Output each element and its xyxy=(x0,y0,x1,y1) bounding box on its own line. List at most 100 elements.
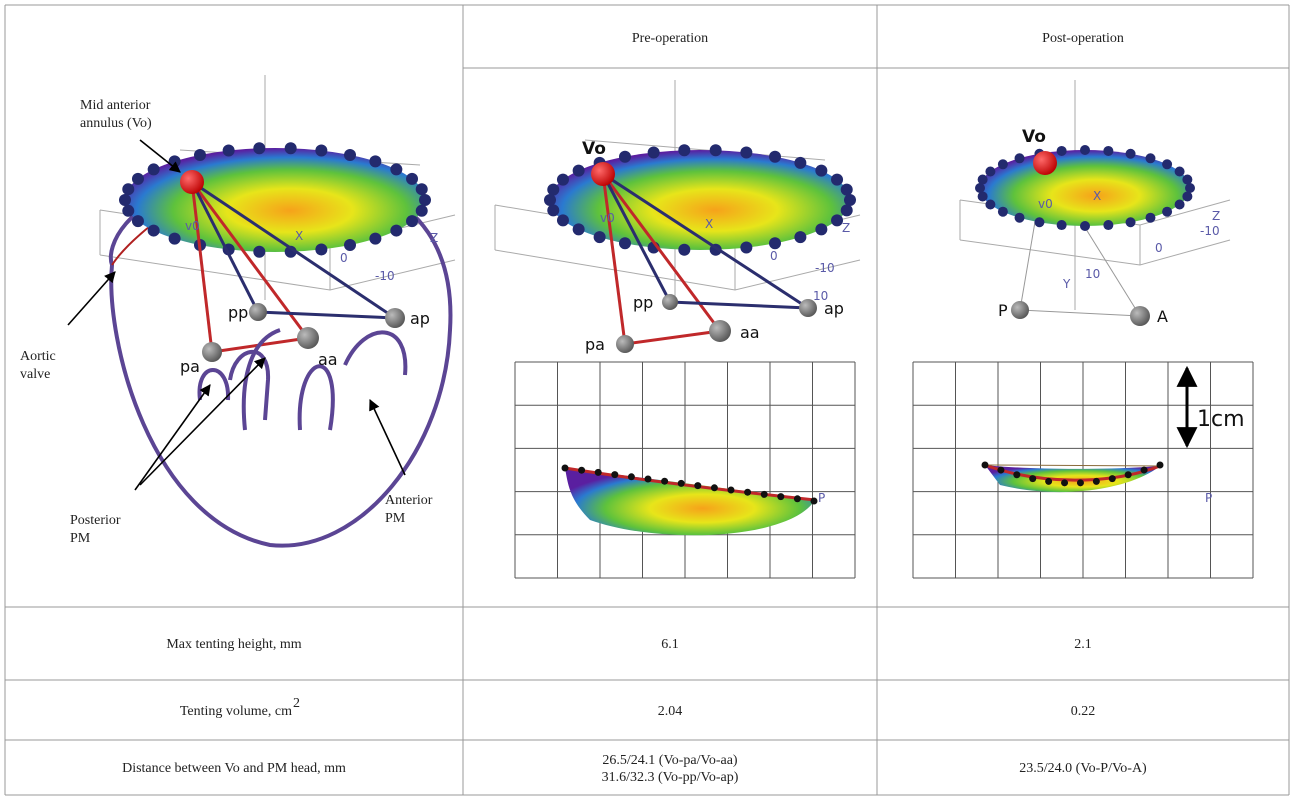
annulus-point xyxy=(1034,217,1044,227)
annulus-point xyxy=(369,233,381,245)
point-label: aa xyxy=(740,323,760,342)
annulus-point xyxy=(1126,217,1136,227)
annulus-point xyxy=(794,157,806,169)
annulus-point xyxy=(710,144,722,156)
annulus-point xyxy=(841,184,853,196)
annulus-point xyxy=(1103,220,1113,230)
axis-label: Y xyxy=(1062,277,1071,291)
point-label: P xyxy=(998,301,1008,320)
annulus-point xyxy=(573,223,585,235)
annulus-point xyxy=(740,146,752,158)
page: Pre-operation Post-operation Max tenting… xyxy=(0,0,1290,800)
post-render: Vo P A v0 X Y Z 0 -10 10 P 1cm xyxy=(913,80,1253,578)
axis-label: X xyxy=(705,217,713,231)
row-label: Max tenting height, mm xyxy=(166,637,301,652)
axis-label: -10 xyxy=(1200,224,1220,238)
axis-label: v0 xyxy=(185,219,200,233)
annulus-point xyxy=(148,225,160,237)
annulus-point xyxy=(1185,183,1195,193)
point-label: pa xyxy=(585,335,605,354)
point-label: ap xyxy=(410,309,430,328)
annulus-point xyxy=(315,243,327,255)
label: Posterior xyxy=(70,513,121,528)
annulus-point xyxy=(1080,145,1090,155)
axis-label: P xyxy=(818,491,825,505)
table-lines xyxy=(5,5,1289,795)
annulus-point xyxy=(611,471,618,478)
axis-label: X xyxy=(1093,189,1101,203)
annulus-point xyxy=(547,184,559,196)
annulus-point xyxy=(1045,478,1052,485)
diagram: Mid anterior annulus (Vo) Aortic valve P… xyxy=(20,75,455,546)
axis-label: v0 xyxy=(1038,197,1053,211)
annulus-point xyxy=(1103,146,1113,156)
label: valve xyxy=(20,367,50,382)
axis-label: 0 xyxy=(770,249,778,263)
annulus-point xyxy=(194,149,206,161)
annulus-point xyxy=(978,175,988,185)
annulus-point xyxy=(406,215,418,227)
axis-label: Z xyxy=(1212,209,1220,223)
annulus-point xyxy=(578,467,585,474)
annulus-point xyxy=(573,165,585,177)
axis-label: Z xyxy=(430,231,438,245)
axis-label: -10 xyxy=(815,261,835,275)
annulus-point xyxy=(148,163,160,175)
annulus-point xyxy=(406,173,418,185)
pre-render: Vo pp ap pa aa v0 X Z 0 -10 10 P xyxy=(495,80,860,578)
superscript: 2 xyxy=(293,696,300,711)
annulus-point xyxy=(1141,467,1148,474)
annulus-point xyxy=(645,476,652,483)
annulus-point xyxy=(998,207,1008,217)
annulus-point xyxy=(1057,146,1067,156)
annulus-point xyxy=(619,151,631,163)
point-label: pp xyxy=(633,293,653,312)
annulus-point xyxy=(1015,153,1025,163)
axis-label: 10 xyxy=(1085,267,1100,281)
annulus-point xyxy=(1162,159,1172,169)
annulus-point xyxy=(223,145,235,157)
annulus-point xyxy=(628,473,635,480)
annulus-point xyxy=(544,194,556,206)
cell: 6.1 xyxy=(661,637,679,652)
point-label: pp xyxy=(228,303,248,322)
annulus-point xyxy=(369,155,381,167)
annulus-point xyxy=(1080,221,1090,231)
axis-label: 10 xyxy=(813,289,828,303)
annulus-point xyxy=(678,144,690,156)
annulus-point xyxy=(740,242,752,254)
label: Anterior xyxy=(385,493,433,508)
annulus-point xyxy=(794,231,806,243)
annulus-point xyxy=(1077,479,1084,486)
annulus-point xyxy=(1109,475,1116,482)
annulus-point xyxy=(841,204,853,216)
annulus-point xyxy=(831,174,843,186)
cell: 2.1 xyxy=(1074,637,1092,652)
row-label: Tenting volume, cm xyxy=(180,704,292,719)
annulus-point xyxy=(562,465,569,472)
annulus-point xyxy=(985,199,995,209)
label: annulus (Vo) xyxy=(80,116,152,131)
axis-label: P xyxy=(1205,491,1212,505)
row-label: Distance between Vo and PM head, mm xyxy=(122,761,346,776)
axis-label: Z xyxy=(842,221,850,235)
annulus-point xyxy=(769,237,781,249)
cell: 31.6/32.3 (Vo-pp/Vo-ap) xyxy=(602,770,739,785)
axis-label: 0 xyxy=(340,251,348,265)
annulus-point xyxy=(761,491,768,498)
point-label: Vo xyxy=(1022,127,1046,147)
annulus-point xyxy=(978,191,988,201)
annulus-point xyxy=(1029,475,1036,482)
annulus-point xyxy=(815,165,827,177)
header-pre: Pre-operation xyxy=(632,31,708,46)
annulus-point xyxy=(1061,479,1068,486)
annulus-point xyxy=(1126,149,1136,159)
annulus-point xyxy=(982,462,989,469)
annulus-point xyxy=(844,194,856,206)
scale-label: 1cm xyxy=(1197,407,1245,432)
annulus-point xyxy=(1015,213,1025,223)
annulus-point xyxy=(728,487,735,494)
annulus-point xyxy=(390,163,402,175)
annulus-point xyxy=(557,174,569,186)
annulus-point xyxy=(132,173,144,185)
